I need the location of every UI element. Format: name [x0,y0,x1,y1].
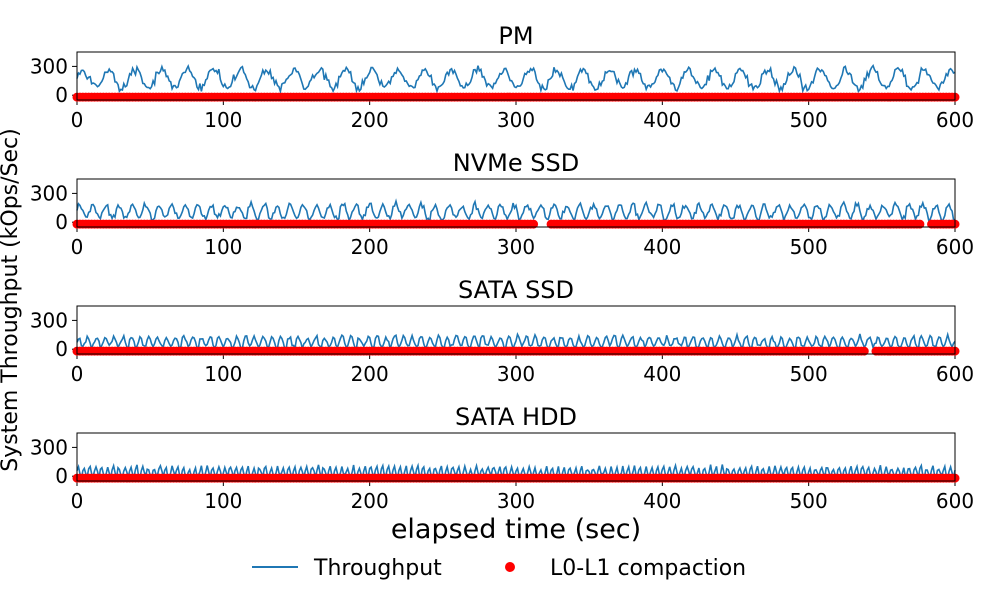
panel-title: SATA SSD [458,276,574,304]
x-tick-label: 300 [497,108,535,132]
panel-title: PM [498,22,533,50]
x-tick-label: 500 [790,489,828,513]
compaction-series [72,92,960,102]
panel-0: PM 0 100 200 300 400 500 600 0 300 [30,22,974,132]
x-tick-label: 600 [936,108,974,132]
x-tick-label: 400 [643,108,681,132]
panel-1: NVMe SSD 0 100 200 300 400 500 600 0 300 [30,149,974,259]
legend-compaction-swatch [505,562,515,572]
legend-compaction-label: L0-L1 compaction [550,556,746,581]
panel-frame [76,305,956,355]
compaction-point [529,219,539,229]
y-tick-label: 0 [55,464,68,488]
x-tick-label: 100 [204,108,242,132]
x-tick-label: 200 [351,108,389,132]
x-tick-label: 300 [497,489,535,513]
y-tick-label: 0 [55,337,68,361]
x-tick-label: 500 [790,362,828,386]
x-tick-label: 200 [351,489,389,513]
panel-frame [76,178,956,228]
y-tick-label: 300 [30,54,68,78]
x-tick-label: 100 [204,362,242,386]
x-tick-label: 400 [643,489,681,513]
y-tick-label: 300 [30,435,68,459]
x-tick-label: 600 [936,362,974,386]
panel-2: SATA SSD 0 100 200 300 400 500 600 0 300 [30,276,974,386]
compaction-series [72,346,960,356]
panel-3: SATA HDD 0 100 200 300 400 500 600 0 300 [30,403,974,513]
x-tick-label: 600 [936,235,974,259]
compaction-point [859,346,869,356]
x-tick-label: 0 [71,362,84,386]
compaction-series [72,219,960,229]
compaction-series [72,473,960,483]
x-tick-label: 200 [351,362,389,386]
x-axis-label: elapsed time (sec) [391,514,641,545]
panel-title: SATA HDD [455,403,577,431]
y-tick-label: 300 [30,181,68,205]
x-tick-label: 600 [936,489,974,513]
y-tick-label: 0 [55,83,68,107]
legend-throughput-label: Throughput [313,556,442,581]
x-tick-label: 300 [497,362,535,386]
x-tick-label: 400 [643,235,681,259]
throughput-series [76,198,956,225]
x-tick-label: 400 [643,362,681,386]
compaction-point [915,219,925,229]
x-tick-label: 500 [790,108,828,132]
panel-frame [76,51,956,101]
throughput-series [76,63,956,95]
x-tick-label: 100 [204,235,242,259]
x-tick-label: 100 [204,489,242,513]
x-tick-label: 200 [351,235,389,259]
x-tick-label: 0 [71,489,84,513]
x-tick-label: 300 [497,235,535,259]
y-axis-label: System Throughput (kOps/Sec) [0,128,23,471]
throughput-series [76,462,956,482]
x-tick-label: 0 [71,235,84,259]
legend: Throughput L0-L1 compaction [252,556,746,581]
x-tick-label: 0 [71,108,84,132]
panel-frame [76,432,956,482]
panel-title: NVMe SSD [453,149,579,177]
y-tick-label: 300 [30,308,68,332]
y-tick-label: 0 [55,210,68,234]
x-tick-label: 500 [790,235,828,259]
